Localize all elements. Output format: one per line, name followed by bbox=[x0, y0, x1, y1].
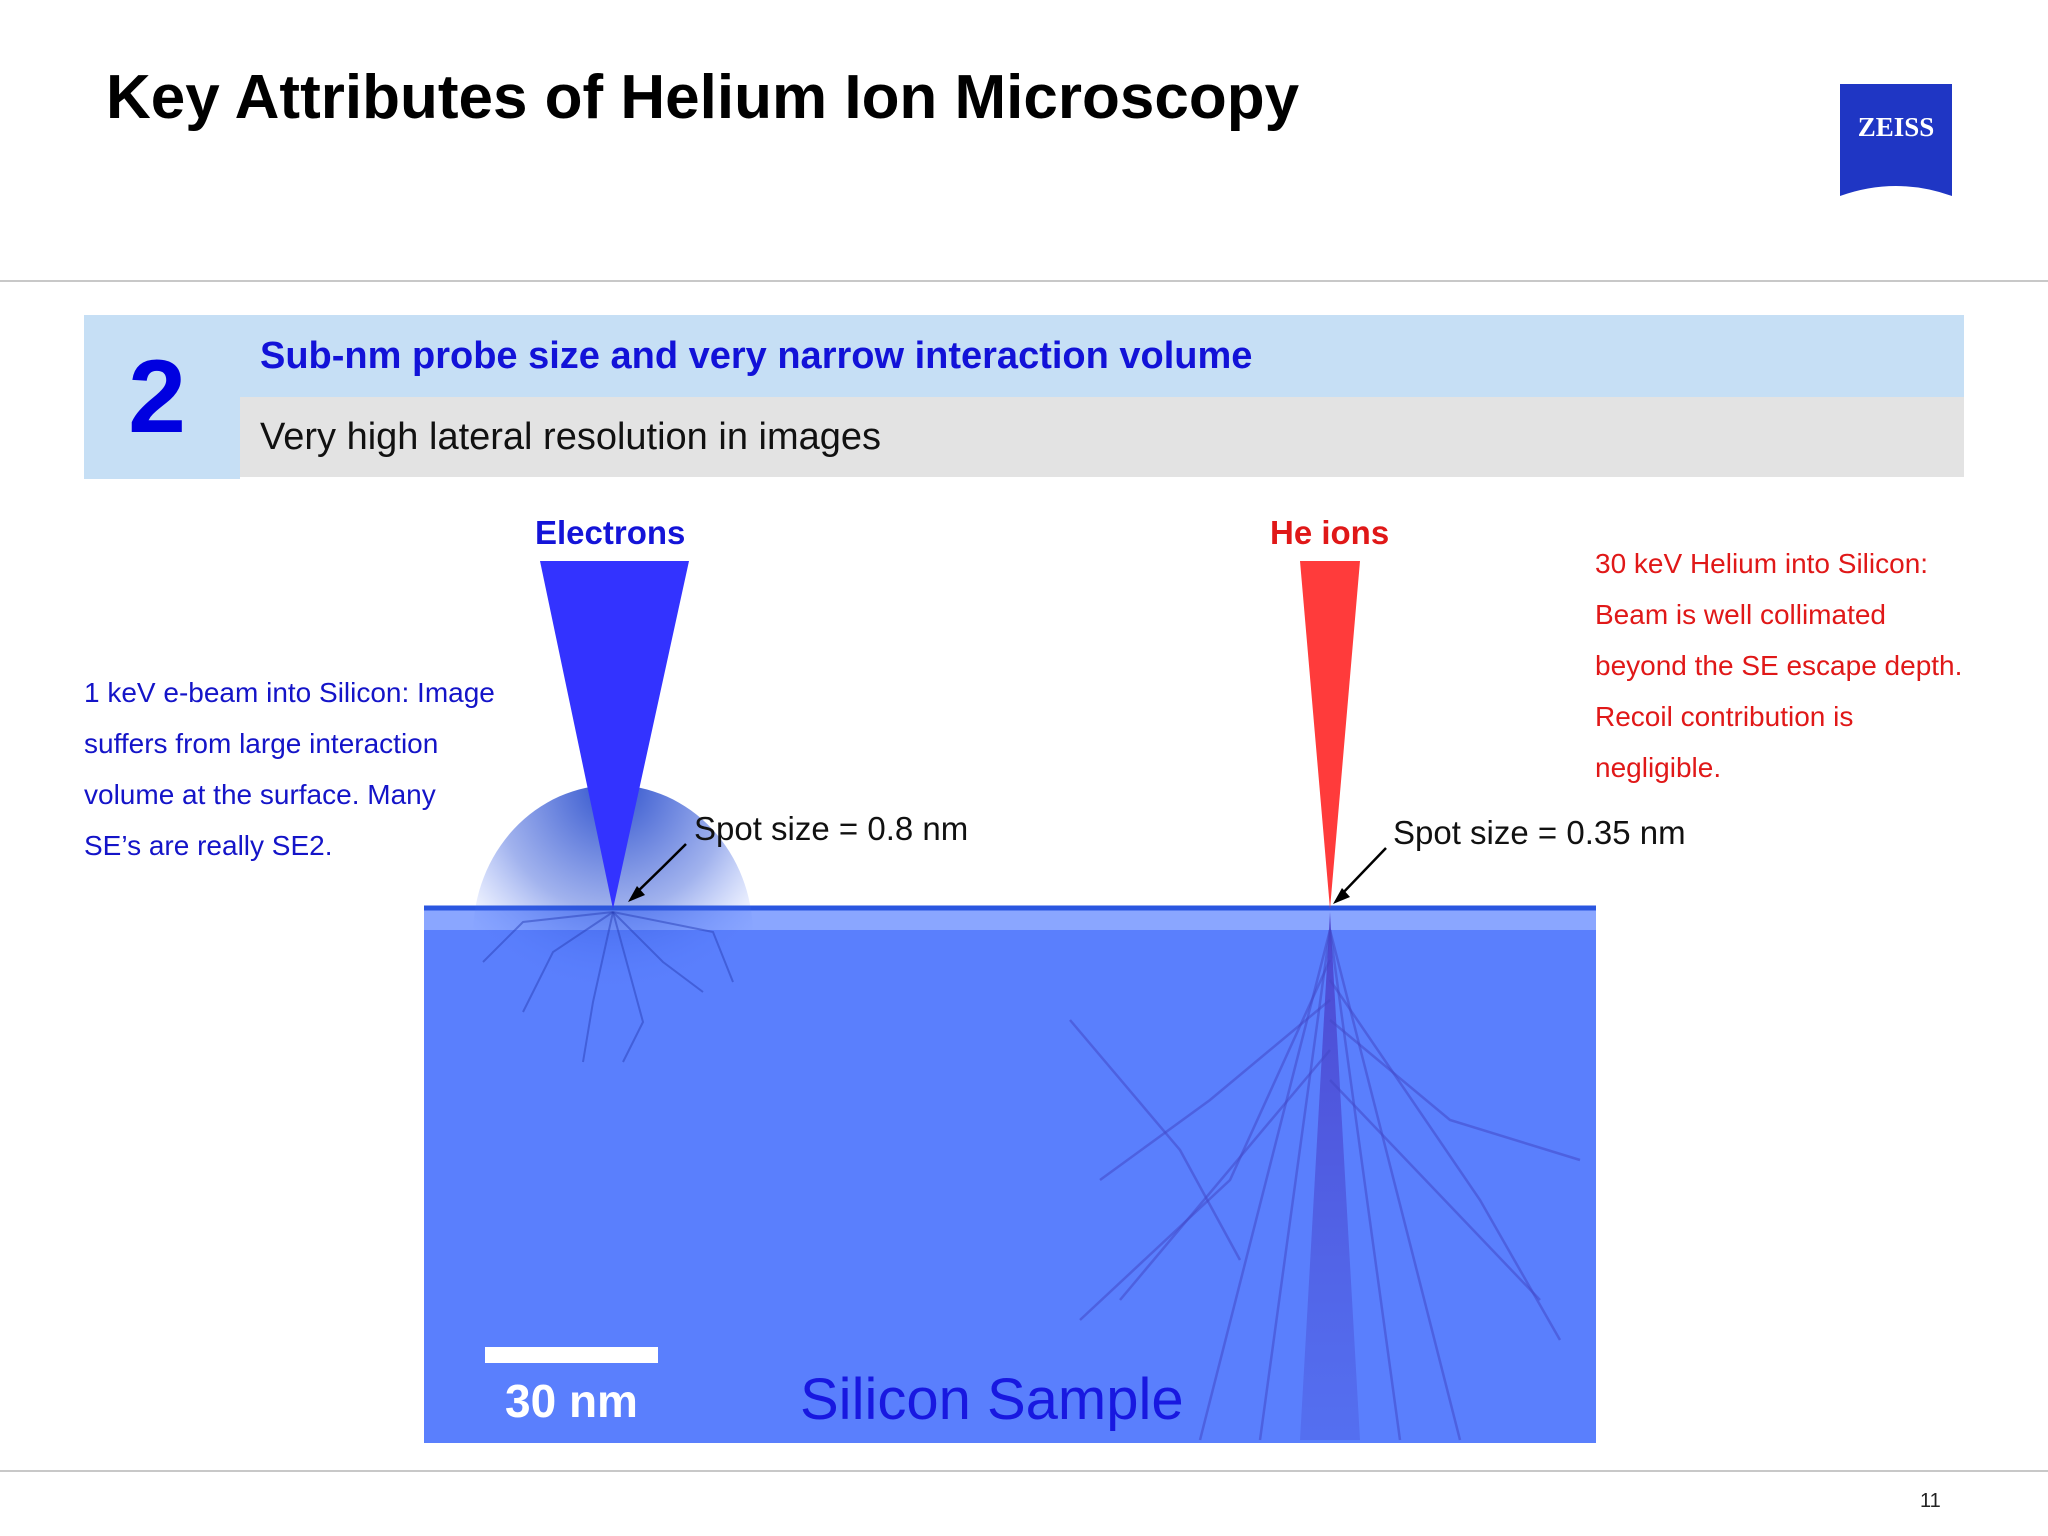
he-ions-label: He ions bbox=[1270, 514, 1390, 551]
note-line: negligible. bbox=[1595, 752, 1722, 783]
note-line: Beam is well collimated bbox=[1595, 599, 1886, 630]
note-line: 1 keV e-beam into Silicon: Image bbox=[84, 677, 495, 708]
electron-note: 1 keV e-beam into Silicon: Image suffers… bbox=[84, 667, 495, 871]
ion-spot-size: Spot size = 0.35 nm bbox=[1393, 814, 1686, 851]
page-number: 11 bbox=[1920, 1490, 1941, 1512]
footer-divider bbox=[0, 1470, 2048, 1472]
electron-scatter-tracks bbox=[482, 911, 734, 1063]
ion-note: 30 keV Helium into Silicon: Beam is well… bbox=[1595, 538, 1962, 793]
slide-title: Key Attributes of Helium Ion Microscopy bbox=[106, 63, 1300, 132]
logo-text: ZEISS bbox=[1858, 112, 1935, 142]
note-line: Recoil contribution is bbox=[1595, 701, 1854, 732]
note-line: volume at the surface. Many bbox=[84, 779, 436, 810]
electron-spot-size: Spot size = 0.8 nm bbox=[694, 810, 969, 847]
scale-bar-label: 30 nm bbox=[505, 1375, 638, 1427]
attribute-subheading: Very high lateral resolution in images bbox=[260, 416, 882, 458]
electron-beam-cone bbox=[540, 561, 689, 909]
zeiss-logo: ZEISS bbox=[1840, 84, 1952, 196]
header-divider bbox=[0, 280, 2048, 282]
ion-interaction-plume bbox=[1300, 912, 1360, 1440]
electrons-label: Electrons bbox=[535, 514, 686, 551]
attribute-number-box bbox=[84, 315, 240, 479]
attribute-subheading-bar bbox=[240, 397, 1964, 477]
silicon-sample-label: Silicon Sample bbox=[800, 1367, 1184, 1432]
attribute-number: 2 bbox=[128, 339, 186, 455]
note-line: suffers from large interaction bbox=[84, 728, 439, 759]
note-line: 30 keV Helium into Silicon: bbox=[1595, 548, 1929, 579]
note-line: beyond the SE escape depth. bbox=[1595, 650, 1963, 681]
ion-spot-arrow bbox=[1333, 847, 1387, 904]
electron-spot-arrow bbox=[628, 843, 687, 902]
scale-bar bbox=[485, 1347, 658, 1363]
ion-beam-cone bbox=[1300, 561, 1360, 909]
attribute-heading: Sub-nm probe size and very narrow intera… bbox=[260, 335, 1253, 377]
ion-scatter-tracks bbox=[1069, 929, 1581, 1441]
attribute-heading-bar bbox=[240, 315, 1964, 397]
electron-interaction-volume bbox=[473, 785, 753, 1085]
note-line: SE’s are really SE2. bbox=[84, 830, 333, 861]
